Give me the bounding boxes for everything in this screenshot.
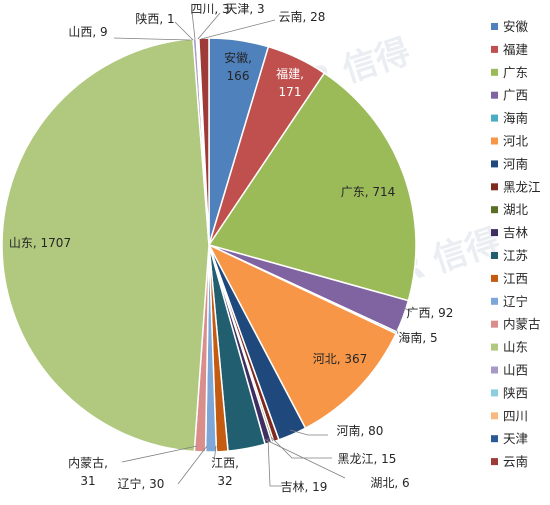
leader-line-陕西 [174,21,194,41]
leader-line-河南 [289,429,328,436]
legend-swatch-江苏 [491,252,498,259]
data-label-云南: 云南, 28 [279,9,326,24]
slice-14-山东 [1,37,210,453]
leader-line-吉林 [267,437,282,487]
legend-label-广西: 广西 [503,88,528,103]
legend-swatch-四川 [491,412,498,420]
data-label-海南: 海南, 5 [398,330,437,345]
leader-line-黑龙江 [270,436,332,459]
legend-swatch-河南 [491,160,498,168]
leader-line-内蒙古 [121,445,198,463]
data-label-陕西: 陕西, 1 [135,11,174,26]
data-label-四川: 四川, 3 [190,2,229,16]
data-label-江西: 江西, 32 [211,456,239,488]
legend-swatch-江西 [491,274,498,282]
data-label-湖北: 湖北, 6 [370,475,409,490]
data-label-广东: 广东, 714 [341,185,396,199]
data-label-天津: 天津, 3 [225,2,264,16]
legend-swatch-山东 [491,343,498,351]
legend-label-河南: 河南 [503,156,528,171]
legend-label-云南: 云南 [503,454,528,469]
data-label-内蒙古: 内蒙古, 31 [68,455,108,488]
legend-label-山东: 山东 [503,340,528,355]
data-label-安徽: 安徽, 166 [224,50,252,83]
legend-swatch-黑龙江 [491,183,498,191]
data-label-山西: 山西, 9 [68,25,107,39]
legend-swatch-天津 [491,435,498,443]
legend-swatch-辽宁 [491,297,498,305]
legend-label-江西: 江西 [503,271,528,286]
legend-swatch-福建 [491,45,498,53]
legend-label-陕西: 陕西 [503,385,528,400]
slice-2-广东 [207,72,417,302]
leader-line-辽宁 [177,445,208,485]
leader-line-湖北 [263,438,346,479]
data-label-吉林: 吉林, 19 [281,480,328,494]
legend-label-黑龙江: 黑龙江 [503,179,541,194]
data-label-黑龙江: 黑龙江, 15 [338,452,397,466]
legend-label-天津: 天津 [503,431,528,446]
leader-lines [113,11,413,487]
data-label-广西: 广西, 92 [407,306,454,320]
pie-slices [1,37,417,453]
legend-label-广东: 广东 [503,65,528,80]
legend-swatch-广西 [491,91,498,99]
legend-label-辽宁: 辽宁 [503,294,528,309]
legend-label-海南: 海南 [503,111,528,126]
legend-label-吉林: 吉林 [503,225,529,240]
legend-swatch-湖北 [491,206,498,214]
data-label-山东: 山东, 1707 [9,236,71,250]
legend-label-河北: 河北 [503,134,529,149]
data-label-河南: 河南, 80 [337,423,384,438]
data-label-辽宁: 辽宁, 30 [118,476,165,491]
legend-swatch-广东 [491,68,498,76]
legend-label-福建: 福建 [503,42,529,57]
legend-swatch-海南 [491,114,498,122]
data-label-福建: 福建, 171 [276,66,304,99]
legend-swatch-河北 [491,137,498,145]
legend-swatch-陕西 [491,389,498,397]
legend-label-四川: 四川 [503,408,528,423]
legend: 安徽福建广东广西海南河北河南黑龙江湖北吉林江苏江西辽宁内蒙古山东山西陕西四川天津… [491,19,541,469]
leader-line-四川 [191,11,196,40]
legend-swatch-云南 [491,458,498,466]
data-labels: 安徽, 166 福建, 171 广东, 714 广西, 92 海南, 5 河北, 367 河南,… [9,2,454,494]
legend-label-内蒙古: 内蒙古 [503,317,541,332]
legend-label-湖北: 湖北 [503,202,529,217]
data-label-河北: 河北, 367 [313,352,368,366]
leader-line-云南 [200,19,276,40]
leader-line-海南 [395,327,399,335]
legend-swatch-安徽 [491,23,498,30]
legend-swatch-吉林 [491,229,498,237]
legend-swatch-内蒙古 [491,320,498,328]
leader-line-天津 [197,12,221,40]
leader-line-江西 [213,445,217,463]
legend-label-安徽: 安徽 [503,19,529,34]
leader-line-广西 [403,307,413,313]
leader-line-山西 [113,37,191,41]
legend-swatch-山西 [491,366,498,374]
legend-label-山西: 山西 [503,363,528,378]
slice-5-河北 [207,243,398,430]
legend-label-江苏: 江苏 [503,248,528,263]
